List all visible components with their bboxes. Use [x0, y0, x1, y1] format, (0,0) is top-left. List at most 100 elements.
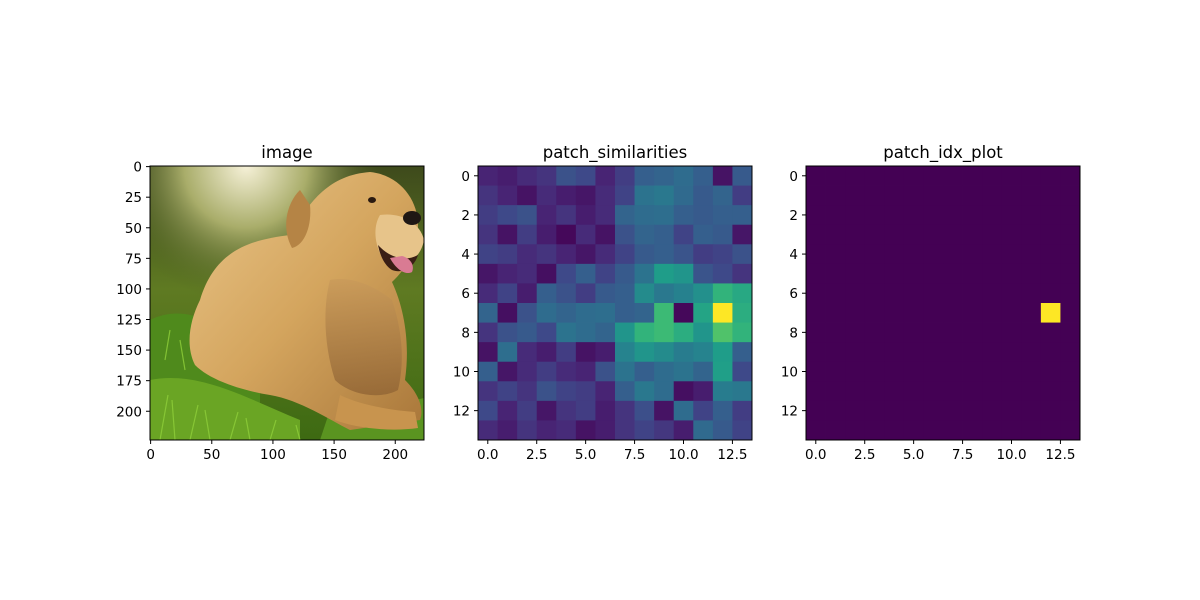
heatmap-cell [536, 420, 557, 441]
heatmap-cell [806, 303, 826, 323]
y-tick-label: 4 [461, 247, 470, 263]
heatmap-cell [1021, 342, 1042, 363]
heatmap-cell [1060, 244, 1081, 265]
heatmap-cell [943, 342, 963, 363]
heatmap-cell [732, 303, 753, 323]
y-tick-label: 0 [789, 169, 798, 185]
heatmap-cell [982, 166, 1003, 186]
heatmap-cell [497, 244, 518, 265]
heatmap-cell [884, 420, 905, 441]
heatmap-cell [943, 381, 963, 402]
heatmap-cell [1060, 361, 1081, 382]
heatmap-cell [497, 283, 518, 304]
heatmap-cell [517, 342, 538, 363]
heatmap-cell [478, 303, 498, 323]
heatmap-cell [1060, 322, 1081, 343]
heatmap-cell [615, 166, 635, 186]
heatmap-cell [634, 420, 655, 441]
heatmap-cell [845, 303, 866, 323]
heatmap-cell [517, 244, 538, 265]
heatmap-cell [943, 263, 963, 284]
heatmap-cell [615, 342, 635, 363]
image-axes-frame [149, 165, 425, 441]
heatmap-cell [1040, 303, 1061, 323]
x-tick-label: 5.0 [575, 447, 596, 463]
heatmap-cell [864, 381, 885, 402]
heatmap-cell [575, 263, 596, 284]
y-tick-label: 6 [461, 286, 470, 302]
heatmap-cell [1021, 420, 1042, 441]
heatmap-cell [806, 420, 826, 441]
heatmap-cell [884, 381, 905, 402]
heatmap-cell [712, 263, 733, 284]
heatmap-cell [634, 361, 655, 382]
heatmap-cell [575, 400, 596, 421]
heatmap-cell [806, 322, 826, 343]
heatmap-cell [654, 381, 675, 402]
heatmap-cell [556, 381, 577, 402]
heatmap-cell [884, 185, 905, 206]
y-tick-label: 200 [116, 404, 142, 420]
heatmap-cell [943, 166, 963, 186]
heatmap-cell [712, 205, 733, 226]
heatmap-cell [693, 342, 714, 363]
heatmap-cell [845, 322, 866, 343]
heatmap-cell [864, 420, 885, 441]
heatmap-cell [825, 205, 846, 226]
heatmap-cell [536, 166, 557, 186]
heatmap-cell [517, 166, 538, 186]
heatmap-cell [923, 420, 944, 441]
heatmap-cell [982, 420, 1003, 441]
y-tick-label: 125 [116, 313, 142, 329]
y-tick-label: 8 [461, 325, 470, 341]
heatmap-cell [536, 322, 557, 343]
heatmap-cell [864, 166, 885, 186]
heatmap-cell [732, 224, 753, 245]
heatmap-cell [536, 361, 557, 382]
image-ticks: 0 50 100 150 200 0 25 50 75 100 125 150 175 200 [116, 160, 408, 463]
heatmap-cell [1021, 244, 1042, 265]
heatmap-cell [845, 205, 866, 226]
heatmap-cell [1060, 205, 1081, 226]
heatmap-cell [615, 322, 635, 343]
x-tick-label: 2.5 [854, 447, 875, 463]
heatmap-cell [982, 303, 1003, 323]
heatmap-cell [634, 283, 655, 304]
heatmap-cell [634, 381, 655, 402]
heatmap-cell [634, 185, 655, 206]
heatmap-cell [1001, 381, 1022, 402]
patch-similarities-panel: patch_similarities 0.0 2.5 5.0 7.5 10.0 12.50… [453, 143, 753, 463]
heatmap-cell [845, 224, 866, 245]
heatmap-cell [982, 342, 1003, 363]
heatmap-cell [825, 400, 846, 421]
heatmap-cell [517, 322, 538, 343]
heatmap-cell [497, 224, 518, 245]
x-tick-label: 2.5 [526, 447, 547, 463]
heatmap-cell [693, 224, 714, 245]
patch-idx-plot-heatmap [806, 166, 1081, 441]
heatmap-cell [825, 322, 846, 343]
heatmap-cell [884, 400, 905, 421]
heatmap-cell [1040, 322, 1061, 343]
heatmap-cell [943, 400, 963, 421]
heatmap-cell [517, 420, 538, 441]
heatmap-cell [615, 205, 635, 226]
heatmap-cell [864, 205, 885, 226]
heatmap-cell [943, 420, 963, 441]
heatmap-cell [517, 400, 538, 421]
heatmap-cell [615, 381, 635, 402]
heatmap-cell [943, 224, 963, 245]
heatmap-cell [497, 322, 518, 343]
heatmap-cell [943, 283, 963, 304]
heatmap-cell [595, 303, 616, 323]
heatmap-cell [1040, 420, 1061, 441]
y-tick-label: 50 [125, 221, 142, 237]
heatmap-cell [982, 244, 1003, 265]
heatmap-cell [923, 303, 944, 323]
heatmap-cell [556, 244, 577, 265]
heatmap-cell [806, 381, 826, 402]
heatmap-cell [825, 166, 846, 186]
heatmap-cell [693, 263, 714, 284]
heatmap-cell [982, 361, 1003, 382]
